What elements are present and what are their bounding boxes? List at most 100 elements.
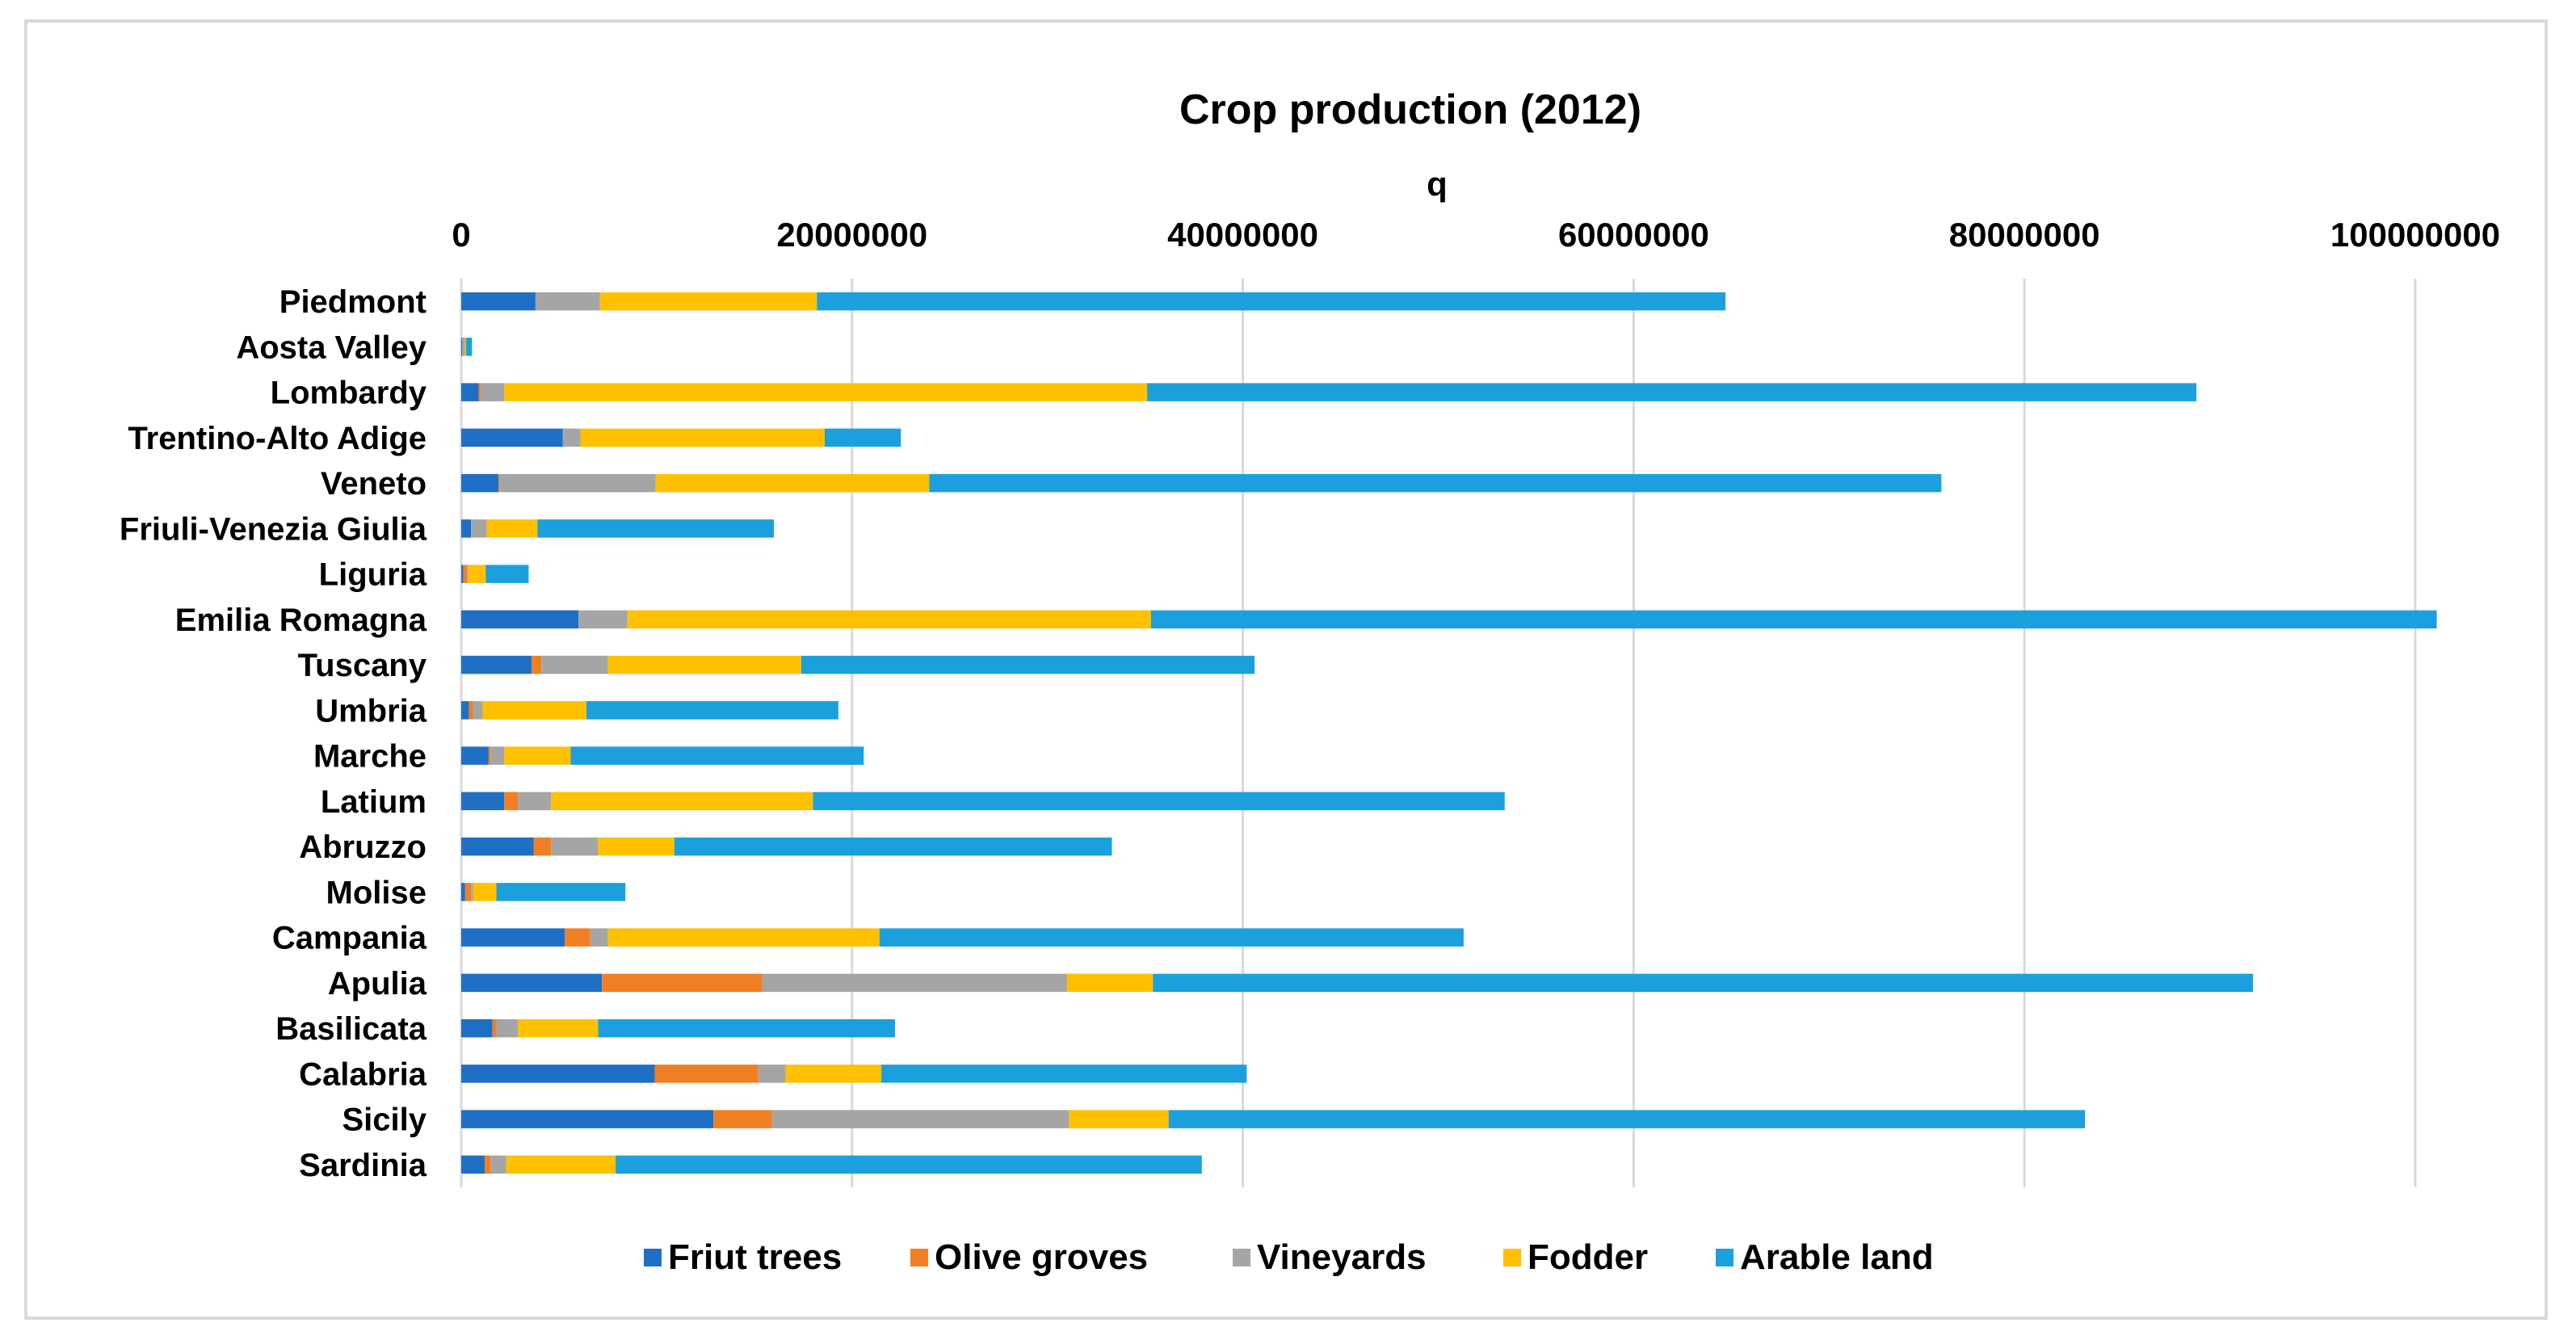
bar-segment	[467, 565, 469, 583]
bar-segment	[461, 1018, 493, 1038]
category-label: Sicily	[342, 1102, 427, 1138]
bar-segment	[492, 1018, 497, 1038]
bar-segment	[590, 928, 608, 947]
category-label: Latium	[321, 784, 427, 820]
bar-segment	[488, 746, 491, 765]
bar-segment	[481, 383, 505, 401]
bar-segment	[570, 746, 864, 765]
bar-segment	[1168, 1110, 2086, 1128]
category-label: Campania	[272, 921, 427, 956]
category-label: Molise	[326, 875, 427, 910]
bar-segment	[461, 973, 603, 993]
bar-segment	[504, 746, 571, 765]
category-label: Emilia Romagna	[175, 603, 427, 638]
bar-segment	[1066, 973, 1154, 993]
bar-segment	[461, 1065, 655, 1083]
category-label: Tuscany	[298, 648, 427, 683]
bar-segment	[881, 1065, 1247, 1083]
bar-segment	[461, 565, 464, 583]
bar-segment	[801, 655, 1255, 674]
bar-segment	[762, 973, 1067, 993]
bar-segment	[473, 701, 483, 720]
legend-label: Friut trees	[668, 1237, 842, 1277]
bar-segment	[461, 1155, 485, 1174]
category-label: Umbria	[315, 693, 427, 729]
chart-frame	[24, 19, 2548, 1320]
bar-segment	[598, 837, 674, 856]
bar-segment	[461, 928, 565, 947]
x-tick-label: 80000000	[1949, 216, 2100, 254]
bar-segment	[461, 1110, 714, 1128]
bar-segment	[562, 428, 581, 447]
bar-segment	[607, 655, 801, 674]
bar-segment	[490, 746, 505, 765]
legend-swatch	[1233, 1249, 1250, 1266]
bar-segment	[461, 610, 579, 629]
bar-segment	[1150, 610, 2437, 629]
category-label: Trentino-Alto Adige	[128, 421, 427, 456]
legend-swatch	[1503, 1249, 1521, 1266]
bar-segment	[541, 655, 608, 674]
bar-segment	[461, 519, 472, 538]
bar-segment	[499, 473, 656, 493]
x-tick-label: 100000000	[2330, 216, 2500, 254]
bar-segment	[674, 837, 1112, 856]
category-label: Calabria	[299, 1056, 427, 1092]
bar-segment	[551, 837, 599, 856]
chart-title: Crop production (2012)	[1179, 86, 1641, 133]
x-axis-title: q	[1427, 165, 1448, 203]
legend-swatch	[1716, 1249, 1733, 1266]
bar-segment	[1153, 973, 2254, 993]
legend-label: Fodder	[1528, 1237, 1648, 1277]
bar-segment	[627, 610, 1151, 629]
bar-segment	[471, 883, 473, 901]
x-tick-label: 40000000	[1167, 216, 1318, 254]
bar-segment	[485, 565, 529, 583]
bar-segment	[461, 883, 465, 901]
bar-segment	[464, 883, 472, 901]
x-tick-label: 20000000	[776, 216, 927, 254]
category-label: Friuli-Venezia Giulia	[120, 511, 427, 547]
bar-segment	[565, 928, 590, 947]
legend-label: Vineyards	[1257, 1237, 1427, 1277]
bar-segment	[655, 473, 930, 493]
bar-segment	[758, 1065, 786, 1083]
bar-segment	[461, 837, 534, 856]
category-label: Apulia	[328, 966, 427, 1002]
bar-segment	[461, 746, 489, 765]
bar-segment	[461, 383, 479, 401]
bar-segment	[586, 701, 838, 720]
bar-segment	[461, 292, 536, 311]
category-label: Basilicata	[275, 1011, 427, 1047]
bar-segment	[551, 792, 813, 811]
category-label: Marche	[313, 739, 427, 775]
x-tick-labels: 0 20000000 40000000 60000000 80000000 1000000…	[452, 216, 2500, 254]
legend-label: Olive groves	[935, 1237, 1148, 1277]
category-labels: Piedmont Aosta Valley Lombardy Trentino-Alt…	[120, 284, 427, 1183]
bar-segment	[616, 1155, 1202, 1174]
category-label: Sardinia	[299, 1148, 427, 1183]
bar-segment	[468, 565, 486, 583]
bar-segment	[1069, 1110, 1169, 1128]
bar-segment	[463, 565, 468, 583]
bar-segment	[1147, 383, 2197, 401]
bar-segment	[496, 1018, 519, 1038]
bar-segment	[464, 338, 467, 356]
bar-segment	[469, 701, 473, 720]
category-label: Liguria	[319, 557, 427, 593]
bar-segment	[785, 1065, 882, 1083]
bar-segment	[929, 473, 1942, 493]
bar-segment	[496, 883, 626, 901]
bar-segment	[518, 792, 552, 811]
bar-segment	[471, 519, 487, 538]
bar-segment	[532, 655, 542, 674]
bar-segment	[506, 1155, 616, 1174]
bar-segment	[518, 1018, 599, 1038]
bar-segment	[607, 928, 880, 947]
legend-swatch	[644, 1249, 662, 1266]
bar-segment	[599, 292, 817, 311]
bar-segment	[654, 1065, 759, 1083]
bar-segment	[504, 792, 519, 811]
gridlines	[460, 279, 2417, 1187]
